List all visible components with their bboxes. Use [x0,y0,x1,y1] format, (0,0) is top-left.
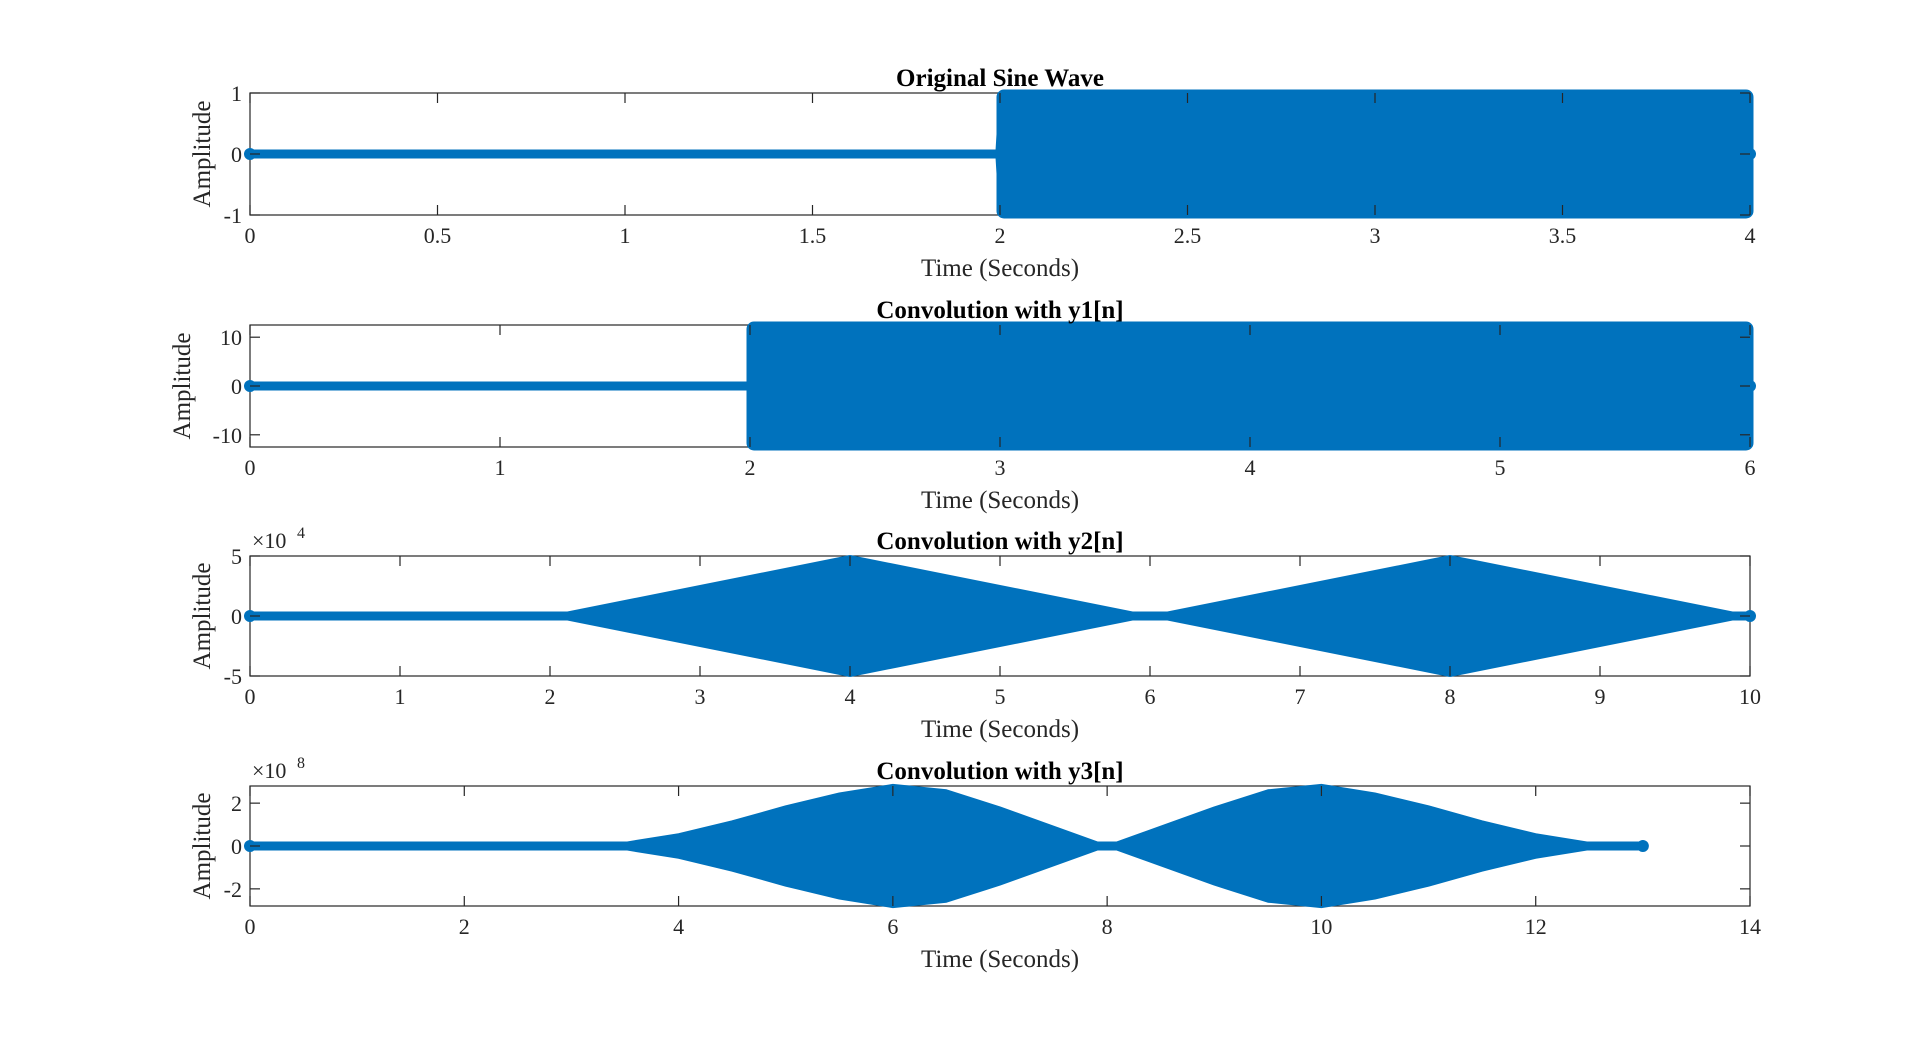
x-tick-label: 10 [1310,914,1332,939]
x-tick-label: 8 [1445,684,1456,709]
y-tick-label: -1 [224,203,242,228]
x-tick-label: 6 [1145,684,1156,709]
x-axis-label: Time (Seconds) [921,716,1079,743]
y-exponent-power: 8 [297,755,305,772]
x-tick-label: 4 [673,914,684,939]
y-tick-label: 0 [231,374,242,399]
subplot-title: Convolution with y2[n] [876,528,1123,555]
y-tick-label: 5 [231,544,242,569]
x-tick-label: 10 [1739,684,1761,709]
x-tick-label: 14 [1739,914,1761,939]
subplot-title: Convolution with y1[n] [876,297,1123,324]
x-tick-label: 1 [620,223,631,248]
x-tick-label: 4 [845,684,856,709]
x-tick-label: 4 [1745,223,1756,248]
x-tick-label: 3 [1370,223,1381,248]
x-axis-label: Time (Seconds) [921,487,1079,514]
x-tick-label: 2.5 [1174,223,1202,248]
y-axis-label: Amplitude [169,333,196,440]
x-tick-label: 8 [1102,914,1113,939]
x-tick-label: 2 [545,684,556,709]
x-tick-label: 0 [245,684,256,709]
x-tick-label: 3 [695,684,706,709]
x-tick-label: 6 [1745,455,1756,480]
x-tick-label: 1.5 [799,223,827,248]
x-tick-label: 1 [395,684,406,709]
x-tick-label: 12 [1525,914,1547,939]
y-exponent-power: 4 [297,525,305,542]
x-tick-label: 0 [245,455,256,480]
y-tick-label: -10 [213,423,242,448]
y-exponent-label: ×10 [252,528,286,553]
x-tick-label: 2 [745,455,756,480]
y-tick-label: 0 [231,142,242,167]
x-axis-label: Time (Seconds) [921,946,1079,973]
y-tick-label: -2 [224,877,242,902]
y-axis-label: Amplitude [189,101,216,208]
x-tick-label: 1 [495,455,506,480]
x-tick-label: 5 [1495,455,1506,480]
subplot-title: Original Sine Wave [896,65,1104,92]
y-tick-label: 0 [231,604,242,629]
x-tick-label: 3 [995,455,1006,480]
y-tick-label: -5 [224,664,242,689]
x-tick-label: 2 [459,914,470,939]
y-tick-label: 0 [231,834,242,859]
signal-marker-end [1636,840,1649,852]
x-tick-label: 4 [1245,455,1256,480]
y-tick-label: 10 [220,325,242,350]
x-tick-label: 6 [887,914,898,939]
x-tick-label: 3.5 [1549,223,1577,248]
x-tick-label: 0 [245,223,256,248]
y-exponent-label: ×10 [252,758,286,783]
x-tick-label: 9 [1595,684,1606,709]
y-tick-label: 2 [231,791,242,816]
x-tick-label: 5 [995,684,1006,709]
y-tick-label: 1 [231,81,242,106]
x-tick-label: 7 [1295,684,1306,709]
y-axis-label: Amplitude [189,563,216,670]
x-axis-label: Time (Seconds) [921,255,1079,282]
y-axis-label: Amplitude [189,793,216,900]
x-tick-label: 0.5 [424,223,452,248]
x-tick-label: 2 [995,223,1006,248]
x-tick-label: 0 [245,914,256,939]
subplot-title: Convolution with y3[n] [876,758,1123,785]
